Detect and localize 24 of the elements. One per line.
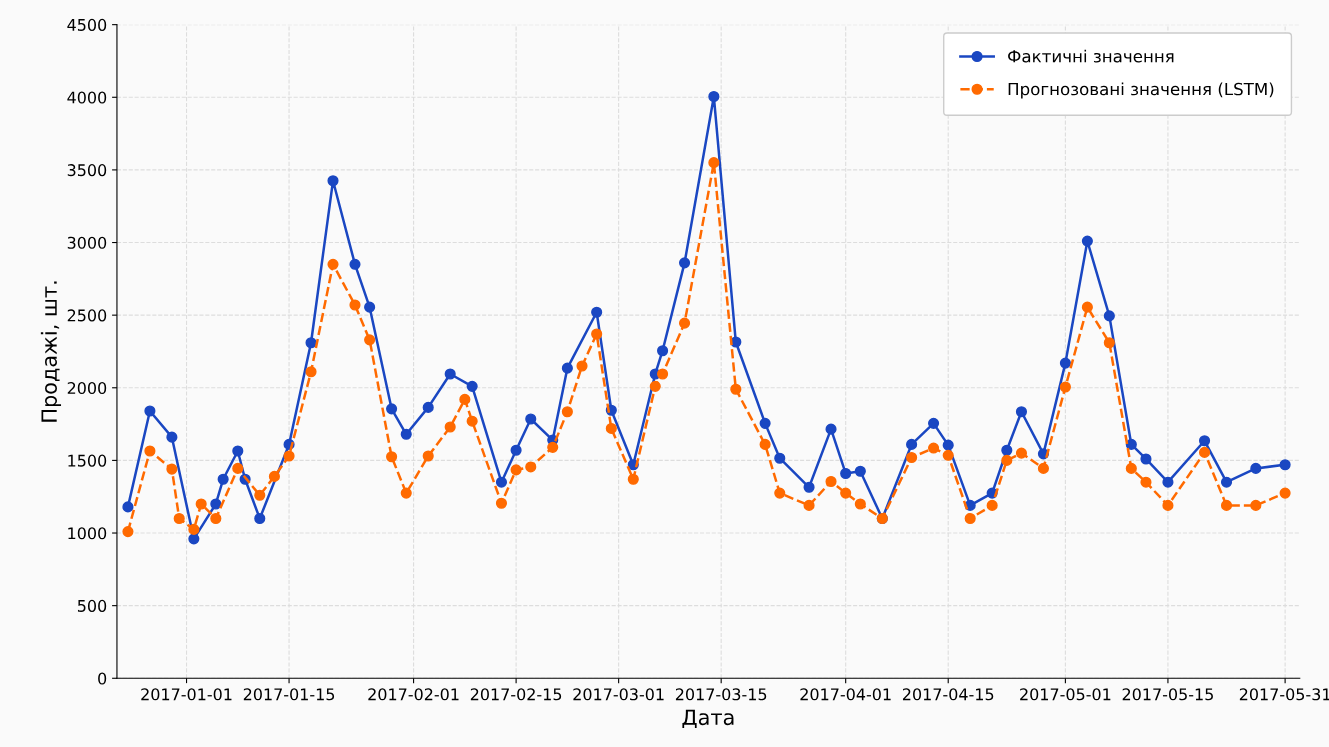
x-tick-label: 2017-03-15 (675, 688, 767, 701)
x-tick-label: 2017-03-01 (573, 688, 664, 701)
y-tick-label: 2000 (67, 381, 107, 395)
y-tick-label: 0 (98, 672, 107, 685)
y-axis-title: Продажі, шт. (40, 281, 62, 422)
x-tick-label: 2017-04-15 (902, 688, 994, 701)
x-tick-label: 2017-05-15 (1122, 688, 1213, 701)
y-tick-label: 1500 (68, 454, 107, 467)
y-tick-label: 4500 (67, 18, 107, 31)
x-tick-label: 2017-01-01 (141, 688, 232, 701)
y-tick-label: 3000 (67, 236, 107, 249)
x-tick-label: 2017-04-01 (800, 688, 891, 701)
legend-label: Фактичні значення (1008, 49, 1174, 63)
x-tick-label: 2017-01-15 (243, 688, 335, 701)
x-tick-label: 2017-02-15 (470, 688, 562, 701)
y-tick-label: 3500 (67, 164, 107, 177)
x-tick-label: 2017-05-01 (1020, 688, 1111, 701)
x-axis-title: Дата (682, 709, 734, 729)
x-tick-label: 2017-02-01 (368, 688, 459, 701)
y-tick-label: 1000 (68, 527, 107, 540)
y-tick-label: 500 (77, 599, 107, 612)
y-tick-label: 2500 (67, 309, 107, 322)
legend-label: Прогнозовані значення (LSTM) (1008, 82, 1274, 99)
y-tick-label: 4000 (67, 91, 107, 104)
